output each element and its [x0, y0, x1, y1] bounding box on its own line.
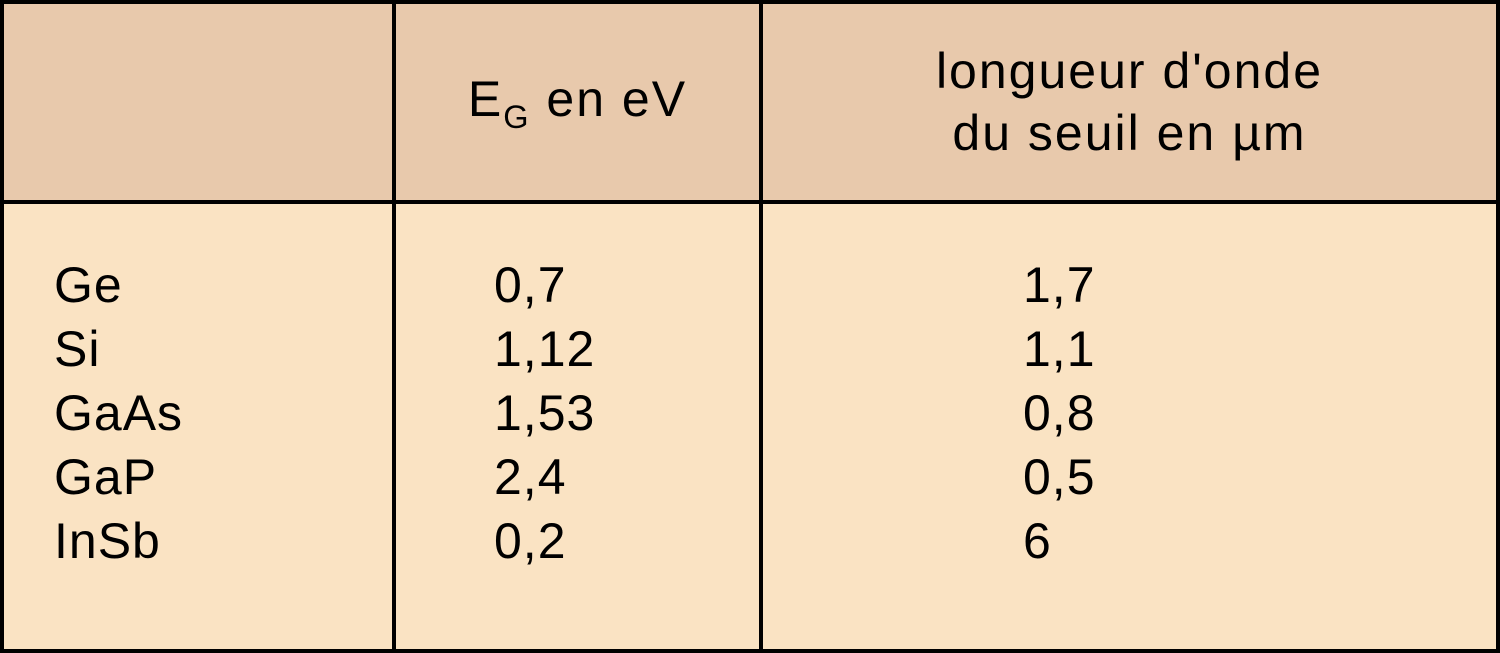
table-header-row: EG en eV longueur d'onde du seuil en µm: [0, 0, 1500, 204]
header-bandgap-column: EG en eV: [396, 0, 763, 204]
wavelength-cell: 6: [1023, 510, 1496, 574]
wavelength-cell: 1,1: [1023, 318, 1496, 382]
material-cell: InSb: [54, 510, 392, 574]
bandgap-cell: 1,53: [494, 382, 759, 446]
table-body-row: GeSiGaAsGaPInSb 0,71,121,532,40,2 1,71,1…: [0, 204, 1500, 653]
material-cell: Si: [54, 318, 392, 382]
bandgap-column-body: 0,71,121,532,40,2: [396, 204, 763, 653]
bandgap-cell: 0,7: [494, 254, 759, 318]
wavelength-cell: 0,5: [1023, 446, 1496, 510]
header-wavelength-column: longueur d'onde du seuil en µm: [763, 0, 1500, 204]
header-eg-symbol: E: [468, 71, 503, 127]
header-material-column: [0, 0, 396, 204]
bandgap-cell: 2,4: [494, 446, 759, 510]
semiconductor-bandgap-table: EG en eV longueur d'onde du seuil en µm …: [0, 0, 1500, 653]
material-cell: GaP: [54, 446, 392, 510]
header-wavelength-line1: longueur d'onde: [936, 43, 1323, 99]
wavelength-cell: 1,7: [1023, 254, 1496, 318]
header-eg-subscript: G: [503, 99, 530, 135]
wavelength-cell: 0,8: [1023, 382, 1496, 446]
material-cell: Ge: [54, 254, 392, 318]
bandgap-cell: 0,2: [494, 510, 759, 574]
bandgap-cell: 1,12: [494, 318, 759, 382]
header-eg-unit: en eV: [531, 71, 688, 127]
material-column-body: GeSiGaAsGaPInSb: [0, 204, 396, 653]
material-cell: GaAs: [54, 382, 392, 446]
wavelength-column-body: 1,71,10,80,56: [763, 204, 1500, 653]
header-wavelength-line2: du seuil en µm: [952, 105, 1306, 161]
